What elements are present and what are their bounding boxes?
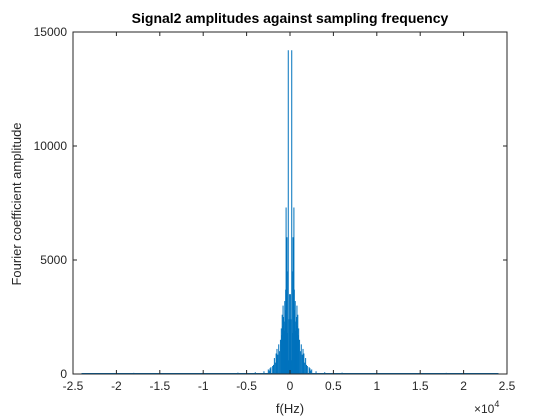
x-tick-label: -0.5 (236, 379, 257, 393)
y-axis: 0 5000 10000 15000 (34, 25, 507, 381)
x-tick-label: -1.5 (149, 379, 170, 393)
x-tick-label: 2 (460, 379, 467, 393)
y-tick-label: 0 (60, 367, 67, 381)
x-axis-label: f(Hz) (276, 401, 304, 416)
x-exponent-base: ×10 (474, 402, 495, 416)
y-tick-label: 15000 (34, 25, 68, 39)
chart-title: Signal2 amplitudes against sampling freq… (132, 10, 449, 26)
x-axis: -2.5 -2 -1.5 -1 -0.5 0 0.5 1 1.5 2 2.5 (63, 32, 516, 393)
x-tick-label: -2.5 (63, 379, 84, 393)
y-axis-label: Fourier coefficient amplitude (9, 122, 24, 285)
x-tick-label: 1.5 (412, 379, 429, 393)
x-exponent-power: 4 (494, 399, 499, 409)
y-tick-label: 10000 (34, 139, 68, 153)
y-tick-label: 5000 (40, 253, 67, 267)
x-axis-exponent: ×104 (474, 399, 499, 416)
x-tick-label: -2 (111, 379, 122, 393)
x-tick-label: 2.5 (499, 379, 516, 393)
data-series (81, 50, 499, 374)
x-tick-label: 0 (287, 379, 294, 393)
x-tick-label: 0.5 (325, 379, 342, 393)
x-tick-label: -1 (198, 379, 209, 393)
x-tick-label: 1 (373, 379, 380, 393)
